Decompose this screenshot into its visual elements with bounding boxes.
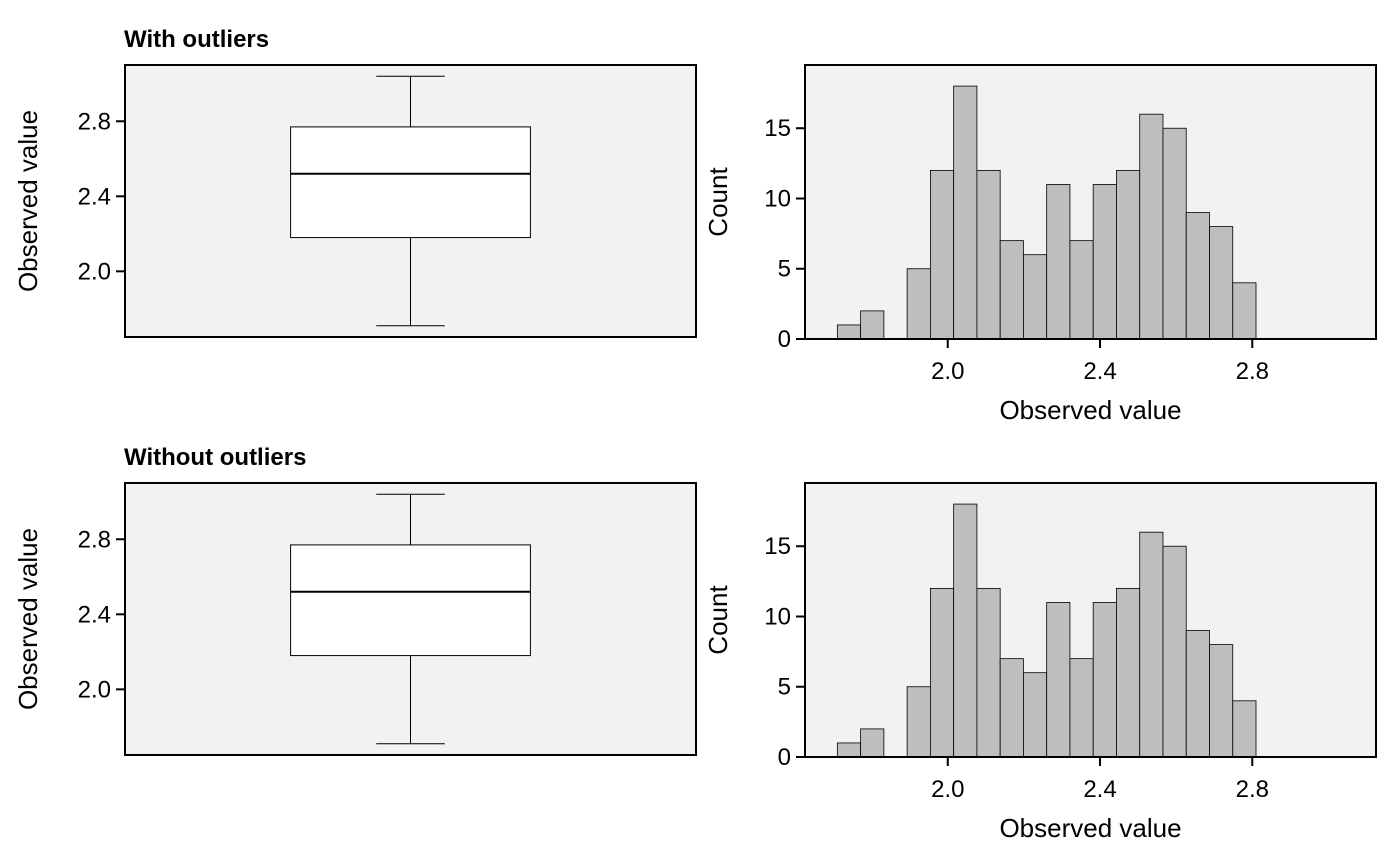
- histogram-bar: [1232, 700, 1257, 758]
- y-tick-label: 0: [778, 744, 791, 771]
- y-tick-label: 5: [778, 256, 791, 283]
- histogram-bar: [1046, 602, 1071, 758]
- boxplot-panel-2: 2.0 2.4 2.8 Observed value Without outliers: [13, 444, 697, 756]
- histogram-bar: [836, 324, 862, 340]
- histogram-bar: [1209, 644, 1234, 758]
- iqr-box: [290, 544, 531, 657]
- y-axis-label: Observed value: [13, 110, 43, 292]
- histogram-bar: [860, 310, 885, 340]
- histogram-bar: [906, 268, 931, 340]
- histogram-bar: [976, 169, 1001, 340]
- y-tick-label: 2.4: [78, 601, 111, 628]
- y-tick-label: 2.0: [78, 676, 111, 703]
- histogram-bar: [1023, 254, 1048, 340]
- y-tick-label: 2.4: [78, 183, 111, 210]
- x-axis-label: Observed value: [999, 395, 1181, 425]
- y-tick-label: 10: [764, 603, 791, 630]
- histogram-bar: [953, 503, 978, 758]
- histogram-bar: [1092, 184, 1117, 340]
- x-tick-label: 2.8: [1236, 358, 1269, 385]
- y-axis-label: Count: [703, 167, 733, 237]
- panel-title: Without outliers: [124, 444, 306, 471]
- histogram-bar: [1023, 672, 1048, 758]
- histogram-bar: [1116, 169, 1141, 340]
- y-axis-label: Observed value: [13, 528, 43, 710]
- histogram-bar: [929, 169, 955, 340]
- x-tick-label: 2.8: [1236, 776, 1269, 803]
- histogram-bar: [836, 742, 862, 758]
- histogram-panel-3: 0 5 10 15 2.0 2.4 2.8 Observed value Count: [703, 482, 1377, 843]
- histogram-bar: [1139, 113, 1164, 340]
- histogram-bar: [1069, 240, 1094, 340]
- y-tick-label: 2.8: [78, 526, 111, 553]
- histogram-bar: [1162, 545, 1187, 758]
- histogram-bar: [1116, 587, 1141, 758]
- plot-frame: [124, 64, 697, 338]
- x-tick-label: 2.4: [1083, 358, 1116, 385]
- histogram-bar: [999, 240, 1024, 340]
- histogram-bar: [1185, 630, 1210, 758]
- panel-title: With outliers: [124, 26, 269, 53]
- plot-frame: [804, 64, 1377, 340]
- histogram-bar: [1209, 226, 1234, 340]
- x-tick-label: 2.0: [931, 358, 964, 385]
- histogram-bar: [1046, 184, 1071, 340]
- histogram-bar: [860, 728, 885, 758]
- histogram-bar: [1162, 127, 1187, 340]
- y-tick-label: 15: [764, 115, 791, 142]
- y-tick-label: 10: [764, 185, 791, 212]
- histogram-bar: [929, 587, 955, 758]
- x-tick-label: 2.4: [1083, 776, 1116, 803]
- histogram-bar: [953, 85, 978, 340]
- y-tick-label: 5: [778, 674, 791, 701]
- y-tick-label: 2.8: [78, 108, 111, 135]
- histogram-panel-1: 0 5 10 15 2.0 2.4 2.8 Observed value Count: [703, 64, 1377, 425]
- y-tick-label: 2.0: [78, 258, 111, 285]
- plot-frame: [804, 482, 1377, 758]
- histogram-bar: [1092, 602, 1117, 758]
- histogram-bar: [999, 658, 1024, 758]
- y-tick-label: 15: [764, 533, 791, 560]
- x-tick-label: 2.0: [931, 776, 964, 803]
- plot-frame: [124, 482, 697, 756]
- histogram-bar: [1069, 658, 1094, 758]
- histogram-bar: [1185, 212, 1210, 340]
- x-axis-label: Observed value: [999, 813, 1181, 843]
- y-tick-label: 0: [778, 326, 791, 353]
- iqr-box: [290, 126, 531, 239]
- histogram-bar: [906, 686, 931, 758]
- histogram-bar: [976, 587, 1001, 758]
- boxplot-panel-0: 2.0 2.4 2.8 Observed value With outliers: [13, 26, 697, 338]
- histogram-bar: [1139, 531, 1164, 758]
- y-axis-label: Count: [703, 585, 733, 655]
- histogram-bar: [1232, 282, 1257, 340]
